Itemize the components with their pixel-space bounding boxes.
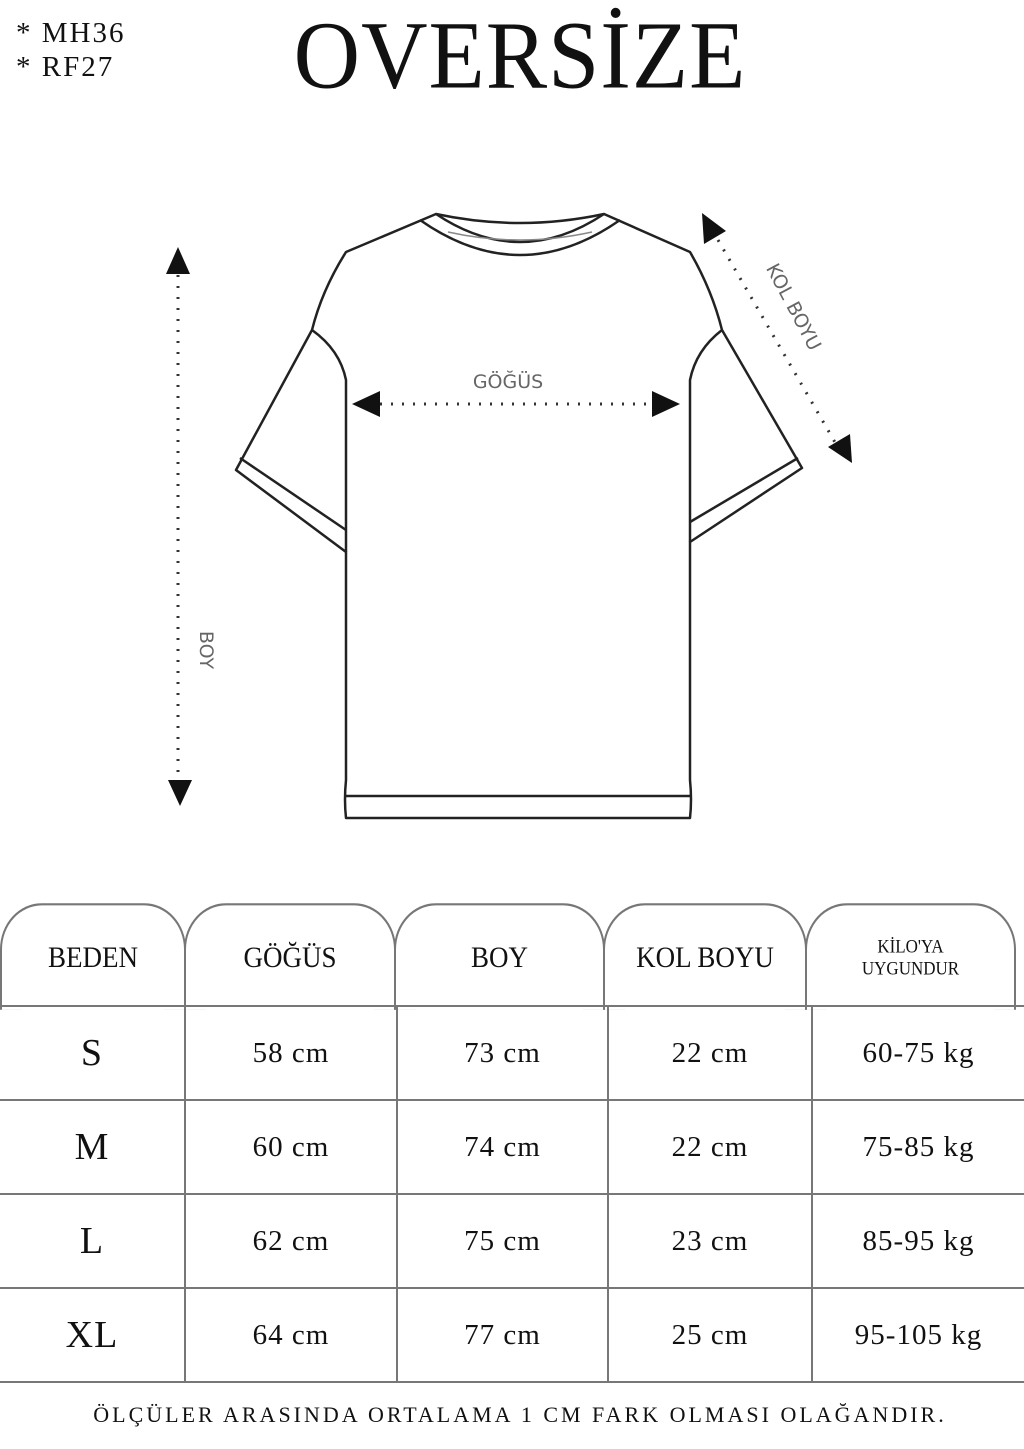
header-sleeve: KOL BOYU xyxy=(603,903,807,1010)
arrow-upleft-icon xyxy=(702,213,726,244)
size-table: BEDEN GÖĞÜS BOY KOL BOYU KİLO'YA UYGUNDUR… xyxy=(0,903,1024,1383)
header-length: BOY xyxy=(394,903,605,1010)
cell-chest: 62 cm xyxy=(186,1195,398,1287)
product-code: * MH36 xyxy=(16,17,126,49)
table-row: L 62 cm 75 cm 23 cm 85-95 kg xyxy=(0,1193,1024,1287)
tshirt-outline xyxy=(234,212,804,820)
product-code: * RF27 xyxy=(16,51,115,83)
cell-weight: 75-85 kg xyxy=(862,1130,975,1163)
product-codes: * MH36 * RF27 xyxy=(16,16,125,84)
table-row: M 60 cm 74 cm 22 cm 75-85 kg xyxy=(0,1099,1024,1193)
cell-length: 75 cm xyxy=(398,1195,609,1287)
cell-sleeve: 23 cm xyxy=(609,1195,813,1287)
cell-chest: 58 cm xyxy=(186,1007,398,1099)
cell-sleeve: 22 cm xyxy=(609,1101,813,1193)
header-weight-line: KİLO'YA xyxy=(877,935,944,957)
cell-weight: 85-95 kg xyxy=(862,1224,975,1257)
cell-chest: 64 cm xyxy=(186,1289,398,1381)
cell-chest: 60 cm xyxy=(186,1101,398,1193)
cell-weight: 60-75 kg xyxy=(862,1036,975,1069)
header-size: BEDEN xyxy=(0,903,186,1010)
arrow-left-icon xyxy=(352,391,380,417)
cell-size: L xyxy=(0,1195,186,1287)
cell-size: M xyxy=(0,1101,186,1193)
sleeve-label: KOL BOYU xyxy=(761,260,825,354)
cell-length: 77 cm xyxy=(398,1289,609,1381)
header-chest: GÖĞÜS xyxy=(184,903,396,1010)
table-row: XL 64 cm 77 cm 25 cm 95-105 kg xyxy=(0,1287,1024,1383)
arrow-right-icon xyxy=(652,391,680,417)
chest-label: GÖĞÜS xyxy=(473,369,543,393)
arrow-downright-icon xyxy=(828,434,852,463)
table-header: BEDEN GÖĞÜS BOY KOL BOYU KİLO'YA UYGUNDUR xyxy=(0,903,1024,1010)
page-title: OVERSİZE xyxy=(293,1,747,109)
measure-arrows xyxy=(166,213,852,806)
cell-length: 73 cm xyxy=(398,1007,609,1099)
cell-sleeve: 25 cm xyxy=(609,1289,813,1381)
cell-sleeve: 22 cm xyxy=(609,1007,813,1099)
arrow-up-icon xyxy=(166,247,190,274)
header-weight-line: UYGUNDUR xyxy=(861,957,960,979)
footer-note: ÖLÇÜLER ARASINDA ORTALAMA 1 CM FARK OLMA… xyxy=(93,1402,947,1427)
arrow-down-icon xyxy=(168,780,192,806)
table-row: S 58 cm 73 cm 22 cm 60-75 kg xyxy=(0,1005,1024,1099)
tshirt-diagram: GÖĞÜS BOY KOL BOYU xyxy=(166,212,852,820)
cell-size: XL xyxy=(0,1289,186,1381)
length-label: BOY xyxy=(195,631,217,670)
tshirt-collar xyxy=(419,218,621,257)
cell-weight: 95-105 kg xyxy=(854,1318,983,1351)
header-weight: KİLO'YA UYGUNDUR xyxy=(805,903,1016,1010)
cell-size: S xyxy=(0,1007,186,1099)
cell-length: 74 cm xyxy=(398,1101,609,1193)
